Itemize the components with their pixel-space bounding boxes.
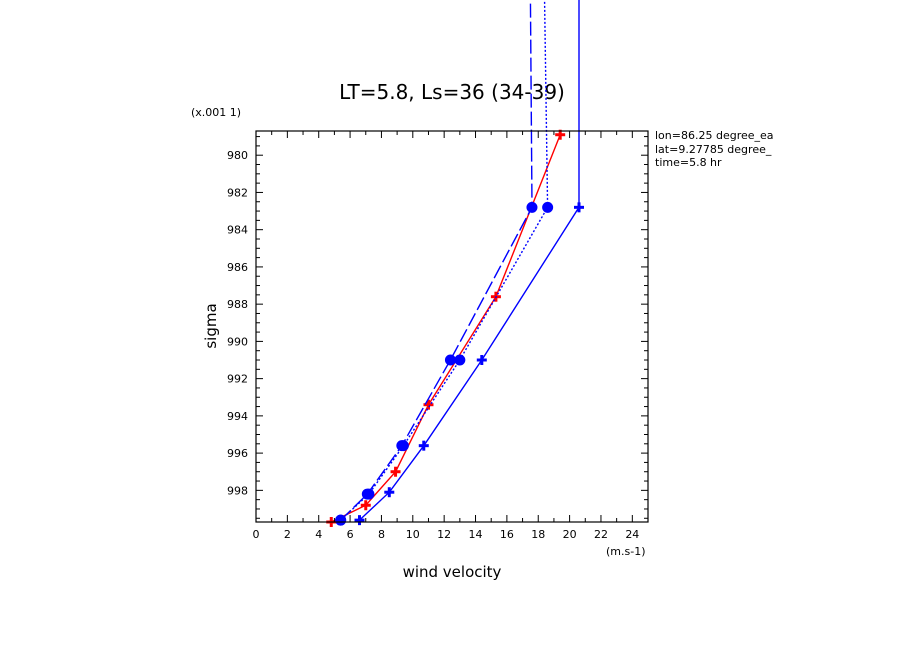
y-tick-label: 980 <box>227 149 248 162</box>
marker-circle-blue-dotted-circle <box>542 201 554 213</box>
x-tick-label: 22 <box>594 528 608 541</box>
series-line-red-solid-plus <box>330 134 561 523</box>
marker-circle-blue-dotted-circle <box>454 354 466 366</box>
y-tick-label: 990 <box>227 335 248 348</box>
marker-plus-blue-solid-plus <box>354 515 365 526</box>
x-tick-label: 24 <box>625 528 639 541</box>
y-tick-label: 996 <box>227 447 248 460</box>
marker-circle-blue-longdash-circle <box>396 440 408 452</box>
plot-frame <box>255 130 649 523</box>
marker-plus-red-solid-plus <box>423 399 434 410</box>
x-tick-label: 20 <box>563 528 577 541</box>
series-line-blue-longdash-circle <box>340 0 533 521</box>
marker-plus-blue-solid-plus <box>384 487 395 498</box>
x-tick-label: 2 <box>284 528 291 541</box>
x-tick-label: 4 <box>315 528 322 541</box>
x-tick-label: 10 <box>406 528 420 541</box>
annotation-lat: lat=9.27785 degree_ <box>655 143 772 156</box>
marker-circle-blue-longdash-circle <box>335 514 347 526</box>
chart-title: LT=5.8, Ls=36 (34-39) <box>339 80 565 104</box>
marker-plus-blue-solid-plus <box>418 440 429 451</box>
x-tick-label: 16 <box>500 528 514 541</box>
marker-plus-blue-solid-plus <box>476 355 487 366</box>
x-unit-label: (m.s-1) <box>606 545 646 558</box>
annotation-lon: lon=86.25 degree_ea <box>655 129 774 142</box>
y-axis-label: sigma <box>202 303 220 348</box>
x-tick-label: 8 <box>378 528 385 541</box>
y-tick-label: 998 <box>227 484 248 497</box>
x-tick-label: 12 <box>437 528 451 541</box>
x-tick-label: 6 <box>347 528 354 541</box>
marker-plus-blue-solid-plus <box>574 202 585 213</box>
series-layer <box>326 0 585 527</box>
y-tick-label: 986 <box>227 261 248 274</box>
y-scale-label: (x.001 1) <box>191 106 241 119</box>
annotation-time: time=5.8 hr <box>655 156 722 169</box>
x-axis-label: wind velocity <box>403 563 502 581</box>
y-tick-label: 988 <box>227 298 248 311</box>
y-tick-label: 982 <box>227 186 248 199</box>
marker-plus-red-solid-plus <box>360 500 371 511</box>
marker-plus-red-solid-plus <box>390 466 401 477</box>
y-tick-label: 992 <box>227 373 248 386</box>
marker-circle-blue-longdash-circle <box>361 488 373 500</box>
x-tick-label: 0 <box>253 528 260 541</box>
marker-circle-blue-longdash-circle <box>444 354 456 366</box>
ticks-layer <box>255 131 649 522</box>
marker-circle-blue-longdash-circle <box>526 201 538 213</box>
x-tick-label: 14 <box>469 528 483 541</box>
series-line-blue-solid-plus <box>359 0 580 521</box>
x-tick-label: 18 <box>531 528 545 541</box>
y-tick-label: 984 <box>227 224 248 237</box>
y-tick-label: 994 <box>227 410 248 423</box>
series-line-blue-dotted-circle <box>340 0 549 521</box>
tick-labels-layer: 0 2 4 6 8 10 12 14 16 18 20 22 249809829849869889909… <box>227 149 639 541</box>
